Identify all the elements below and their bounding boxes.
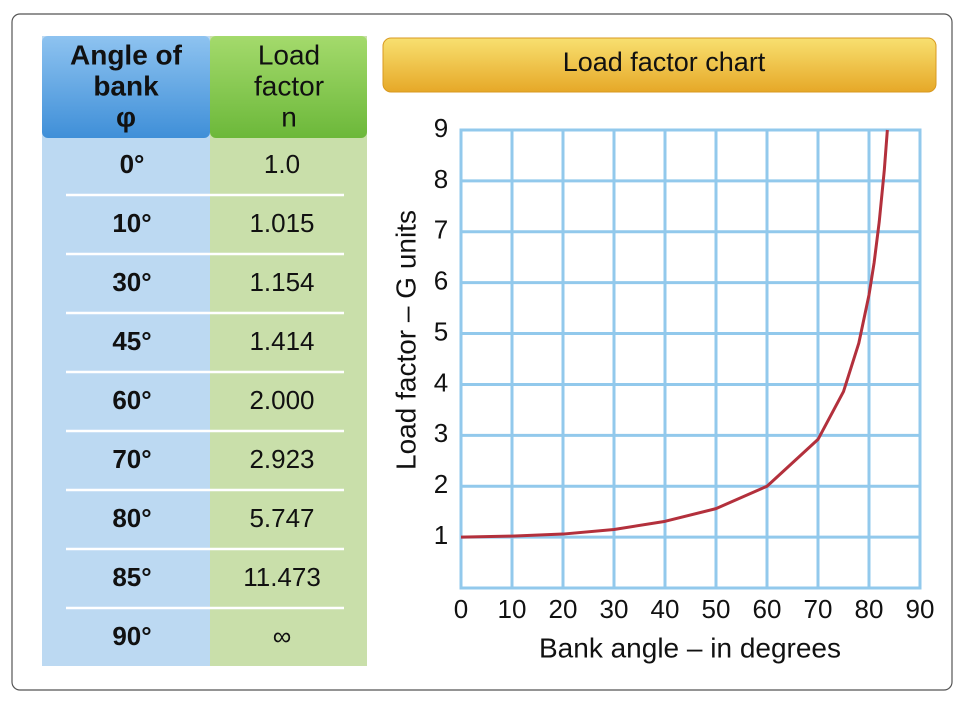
cell-text: 1.154: [249, 267, 314, 297]
cell-text: ∞: [273, 621, 292, 651]
y-tick-label: 6: [434, 266, 448, 296]
cell-text: 70°: [112, 444, 151, 474]
cell-text: 0°: [120, 149, 145, 179]
x-tick-label: 40: [651, 594, 680, 624]
data-line: [460, 129, 889, 539]
y-tick-label: 5: [434, 316, 448, 346]
y-tick-label: 8: [434, 164, 448, 194]
cell-text: 5.747: [249, 503, 314, 533]
x-tick-label: 50: [702, 594, 731, 624]
cell-text: 80°: [112, 503, 151, 533]
y-tick-label: 4: [434, 367, 448, 397]
cell-text: 2.000: [249, 385, 314, 415]
col-bg: [42, 36, 210, 666]
header-text: factor: [254, 70, 324, 101]
header-cell: [42, 36, 210, 138]
cell-text: 45°: [112, 326, 151, 356]
cell-text: 1.414: [249, 326, 314, 356]
x-tick-label: 10: [498, 594, 527, 624]
cell-text: 90°: [112, 621, 151, 651]
cell-text: 10°: [112, 208, 151, 238]
cell-text: 11.473: [243, 562, 321, 592]
x-tick-label: 80: [855, 594, 884, 624]
x-tick-label: 0: [454, 594, 468, 624]
y-tick-label: 9: [434, 113, 448, 143]
cell-text: 2.923: [249, 444, 314, 474]
cell-text: 30°: [112, 267, 151, 297]
header-text: Load: [258, 39, 320, 70]
x-tick-label: 20: [549, 594, 578, 624]
col-bg: [210, 36, 367, 666]
header-text: φ: [116, 101, 136, 132]
header-text: bank: [93, 70, 159, 101]
y-tick-label: 7: [434, 215, 448, 245]
title-bar: [382, 37, 937, 93]
cell-text: 60°: [112, 385, 151, 415]
cell-text: 1.015: [249, 208, 314, 238]
header-text: n: [281, 101, 297, 132]
x-tick-label: 30: [600, 594, 629, 624]
header-cell: [210, 36, 367, 138]
cell-text: 1.0: [264, 149, 300, 179]
cell-text: 85°: [112, 562, 151, 592]
x-tick-label: 60: [753, 594, 782, 624]
y-axis-label: Load factor – G units: [390, 210, 421, 470]
chart-title: Load factor chart: [563, 47, 766, 77]
y-tick-label: 3: [434, 418, 448, 448]
y-tick-label: 2: [434, 469, 448, 499]
x-tick-label: 90: [906, 594, 935, 624]
y-tick-label: 1: [434, 520, 448, 550]
x-axis-label: Bank angle – in degrees: [539, 632, 841, 663]
x-tick-label: 70: [804, 594, 833, 624]
header-text: Angle of: [70, 39, 183, 70]
